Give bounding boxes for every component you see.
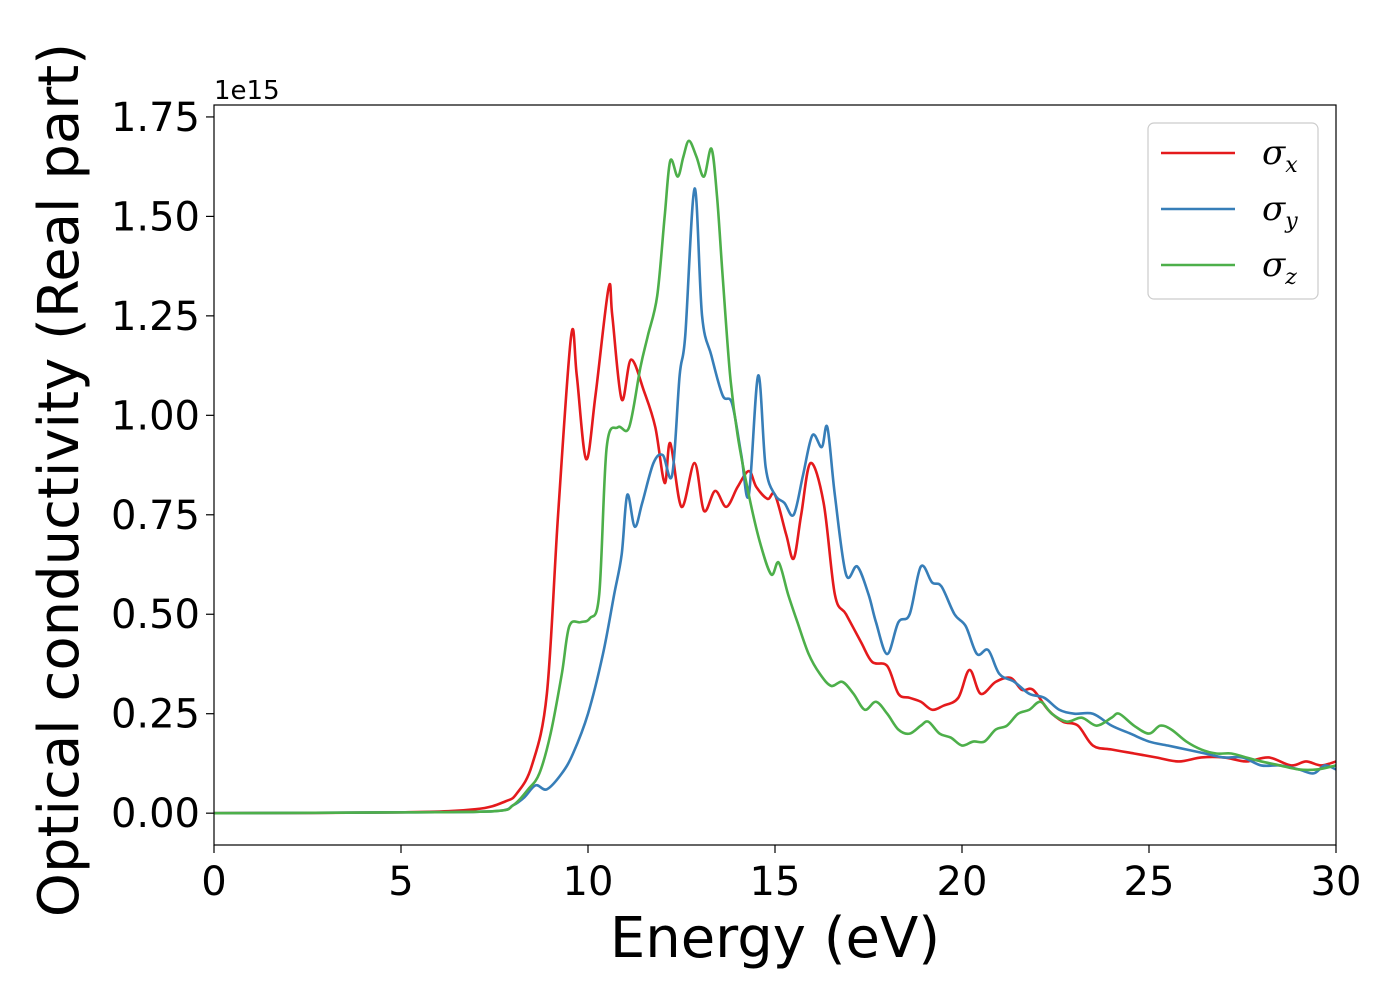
legend-label-sigma-x: σx [1262, 133, 1298, 178]
y-tick-label: 0.75 [111, 493, 200, 539]
series-line-sigma-z [214, 139, 1336, 815]
y-tick-label: 0.25 [111, 692, 200, 738]
x-tick-label: 5 [388, 859, 413, 905]
x-tick-label: 0 [201, 859, 226, 905]
series-line-sigma-x [214, 282, 1336, 815]
legend-label-sigma-z: σz [1262, 245, 1297, 290]
x-tick-label: 15 [750, 859, 801, 905]
y-tick-label: 0.50 [111, 592, 200, 638]
y-tick-label: 1.25 [111, 294, 200, 340]
x-tick-label: 20 [937, 859, 988, 905]
y-offset-label: 1e15 [214, 76, 280, 106]
axes: 0 5 10 15 20 25 30 0.00 0.25 0.50 0.75 1.00 1.25 1.50… [111, 95, 1362, 905]
x-tick-label: 25 [1124, 859, 1175, 905]
y-axis-label: Optical conductivity (Real part) [27, 43, 92, 917]
x-tick-label: 10 [563, 859, 614, 905]
y-tick-label: 0.00 [111, 791, 200, 837]
y-tick-label: 1.50 [111, 194, 200, 240]
legend-box [1147, 122, 1319, 300]
x-tick-label: 30 [1311, 859, 1362, 905]
legend: σx σy σz [1147, 122, 1319, 300]
plot-area [214, 139, 1336, 815]
y-tick-label: 1.75 [111, 95, 200, 141]
y-tick-label: 1.00 [111, 393, 200, 439]
series-line-sigma-y [214, 187, 1336, 815]
legend-label-sigma-y: σy [1262, 189, 1298, 234]
x-axis-label: Energy (eV) [610, 906, 940, 971]
